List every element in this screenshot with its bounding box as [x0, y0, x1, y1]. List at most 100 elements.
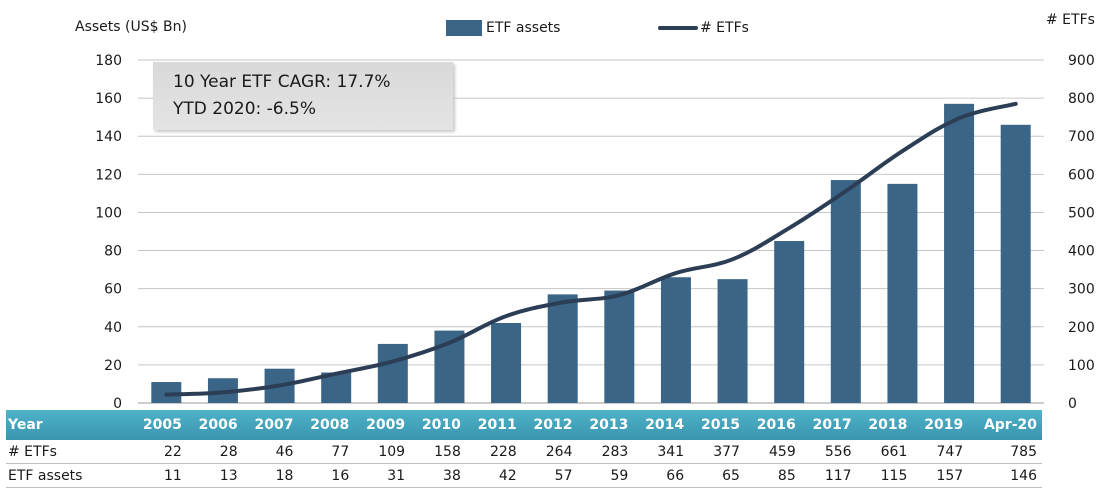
bar-etf-assets: [660, 277, 691, 403]
legend-bar-swatch: [446, 20, 482, 36]
bar-etf-assets: [491, 322, 522, 403]
table-assets-cell: 117: [800, 463, 857, 488]
table-etfs-cell: 283: [577, 440, 634, 464]
table-assets-cell: 65: [689, 463, 745, 488]
table-year-cell: 2009: [354, 410, 411, 440]
left-tick-label: 60: [104, 282, 122, 298]
table-etfs-cell: 747: [912, 440, 969, 464]
left-tick-label: 20: [104, 358, 122, 374]
right-tick-label: 500: [1068, 205, 1095, 221]
table-year-cell: 2017: [800, 410, 857, 440]
right-tick-label: 100: [1068, 358, 1095, 374]
right-tick-label: 300: [1068, 282, 1095, 298]
table-assets-cell: 16: [298, 463, 355, 488]
table-year-cell: 2005: [131, 410, 187, 440]
right-tick-label: 900: [1068, 53, 1095, 69]
table-assets-cell: 38: [410, 463, 466, 488]
bar-etf-assets: [1000, 124, 1031, 404]
bar-etf-assets: [547, 294, 578, 403]
table-year-cell: 2011: [465, 410, 522, 440]
legend-etf-assets-label: ETF assets: [486, 20, 561, 36]
table-row-assets: ETF assets 11 13 18 16 31 38 42 57 59 66 65 85 117 11…: [6, 463, 1042, 488]
table-etfs-cell: 661: [856, 440, 913, 464]
table-etfs-cell: 228: [465, 440, 522, 464]
table-row-etfs: # ETFs 22 28 46 77 109 158 228 264 283 341 377 459 5…: [6, 440, 1042, 464]
table-etfs-cell: 28: [186, 440, 243, 464]
table-year-cell: 2015: [689, 410, 745, 440]
right-axis-title: # ETFs: [1046, 12, 1095, 28]
table-year-cell: Apr-20: [968, 410, 1042, 440]
table-year-cell: 2016: [744, 410, 801, 440]
bar-etf-assets: [944, 103, 975, 404]
table-header-row: Year 2005 2006 2007 2008 2009 2010 2011 2012 201…: [6, 410, 1042, 440]
left-tick-label: 100: [95, 205, 122, 221]
cagr-annotation-box: 10 Year ETF CAGR: 17.7% YTD 2020: -6.5%: [153, 62, 453, 130]
table-assets-cell: 18: [242, 463, 299, 488]
table-etfs-cell: 556: [800, 440, 857, 464]
left-tick-label: 180: [95, 53, 122, 69]
right-tick-label: 700: [1068, 129, 1095, 145]
table-assets-cell: 146: [968, 463, 1042, 488]
bar-etf-assets: [717, 279, 748, 403]
legend-line-swatch: [658, 26, 698, 30]
data-table: Year 2005 2006 2007 2008 2009 2010 2011 2012 201…: [6, 410, 1042, 488]
table-etfs-cell: 785: [968, 440, 1042, 464]
annotation-cagr: 10 Year ETF CAGR: 17.7%: [173, 72, 391, 92]
table-etfs-cell: 77: [298, 440, 355, 464]
table-etfs-cell: 377: [689, 440, 745, 464]
table-assets-cell: 59: [577, 463, 634, 488]
table-assets-cell: 157: [912, 463, 969, 488]
table-etfs-cell: 46: [242, 440, 299, 464]
bar-etf-assets: [774, 241, 805, 403]
right-tick-label: 600: [1068, 167, 1095, 183]
bar-etf-assets: [377, 343, 408, 403]
right-tick-label: 0: [1068, 396, 1077, 410]
table-header-label: Year: [6, 410, 131, 440]
table-year-cell: 2008: [298, 410, 355, 440]
table-row-label: # ETFs: [6, 440, 131, 464]
table-assets-cell: 115: [856, 463, 913, 488]
table-assets-cell: 13: [186, 463, 243, 488]
table-assets-cell: 31: [354, 463, 411, 488]
table-etfs-cell: 158: [410, 440, 466, 464]
table-year-cell: 2010: [410, 410, 466, 440]
annotation-ytd: YTD 2020: -6.5%: [173, 99, 316, 119]
bar-etf-assets: [830, 180, 861, 403]
right-tick-label: 200: [1068, 320, 1095, 336]
table-etfs-cell: 264: [521, 440, 578, 464]
chart-canvas: 0 20 40 60 80 100 120 140 160 180 0 100 200 300 400 500…: [95, 53, 1095, 410]
bar-etf-assets: [604, 290, 635, 403]
line-etf-count: [164, 101, 1018, 397]
table-assets-cell: 66: [633, 463, 690, 488]
left-tick-label: 160: [95, 91, 122, 107]
table-year-cell: 2019: [912, 410, 969, 440]
table-year-cell: 2012: [521, 410, 578, 440]
left-tick-label: 80: [104, 244, 122, 260]
table-assets-cell: 85: [744, 463, 801, 488]
table-row-label: ETF assets: [6, 463, 131, 488]
left-tick-label: 0: [113, 396, 122, 410]
right-tick-label: 400: [1068, 244, 1095, 260]
table-assets-cell: 42: [465, 463, 522, 488]
legend-etf-count-label: # ETFs: [700, 20, 749, 36]
table-assets-cell: 57: [521, 463, 578, 488]
table-year-cell: 2018: [856, 410, 913, 440]
left-axis-title: Assets (US$ Bn): [75, 19, 187, 35]
table-etfs-cell: 459: [744, 440, 801, 464]
legend-etf-assets: ETF assets: [446, 20, 560, 36]
table-year-cell: 2014: [633, 410, 690, 440]
legend-etf-count: # ETFs: [658, 20, 749, 36]
left-tick-label: 120: [95, 167, 122, 183]
bar-etf-assets: [151, 382, 182, 403]
bar-etf-assets: [887, 183, 918, 403]
table-year-cell: 2007: [242, 410, 299, 440]
table-year-cell: 2006: [186, 410, 243, 440]
table-etfs-cell: 341: [633, 440, 690, 464]
table-year-cell: 2013: [577, 410, 634, 440]
table-etfs-cell: 109: [354, 440, 411, 464]
right-tick-label: 800: [1068, 91, 1095, 107]
table-assets-cell: 11: [131, 463, 187, 488]
table-etfs-cell: 22: [131, 440, 187, 464]
left-tick-label: 140: [95, 129, 122, 145]
left-tick-label: 40: [104, 320, 122, 336]
